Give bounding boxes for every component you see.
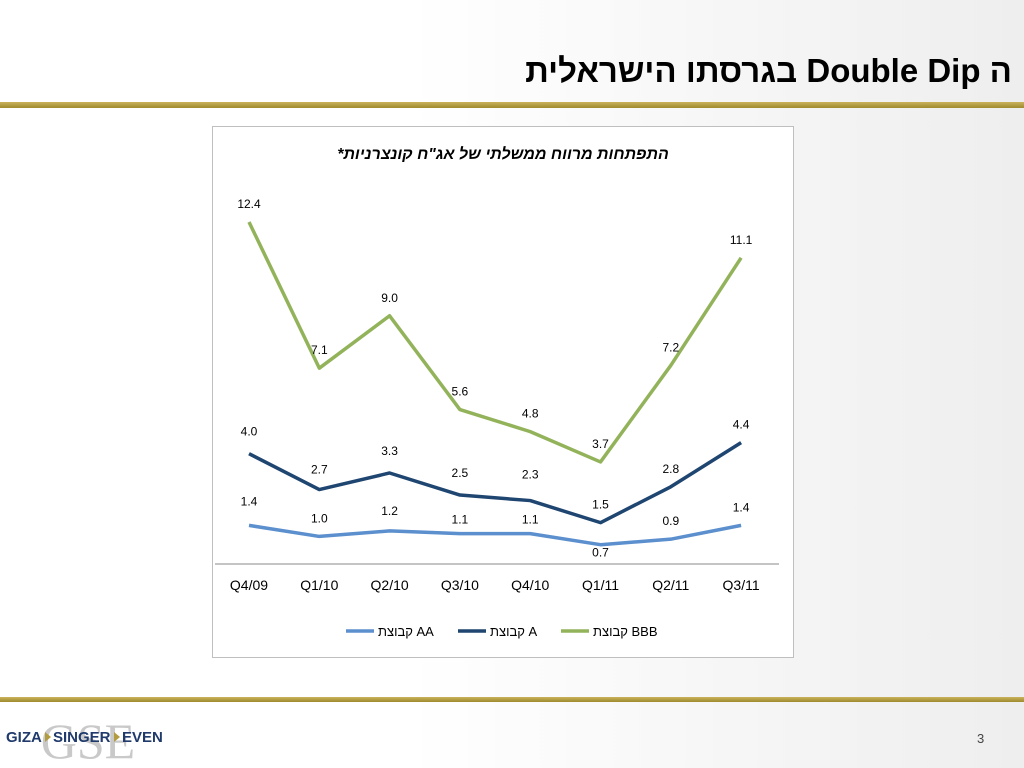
logo-arrow-icon (114, 732, 120, 742)
x-tick-labels: Q4/09 Q1/10 Q2/10 Q3/10 Q4/10 Q1/11 Q2/11 Q3/11 (230, 577, 760, 593)
logo-arrow-icon (45, 732, 51, 742)
slide-title: ה Double Dip בגרסתו הישראלית (525, 52, 1012, 89)
legend-label-a: קבוצת A (490, 624, 538, 639)
data-label-bbb: 3.7 (592, 437, 609, 451)
chart-title: התפתחות מרווח ממשלתי של אג"ח קונצרניות* (337, 145, 669, 163)
x-tick-label: Q4/10 (511, 577, 549, 593)
logo-word-even: EVEN (122, 729, 163, 746)
data-label-aa: 1.2 (381, 504, 398, 518)
x-tick-label: Q4/09 (230, 577, 268, 593)
legend-label-bbb: קבוצת BBB (593, 624, 658, 639)
data-label-bbb: 11.1 (730, 233, 753, 247)
data-label-aa: 1.4 (241, 494, 258, 508)
x-tick-label: Q2/10 (371, 577, 409, 593)
series-line-bbb (247, 221, 743, 464)
data-label-bbb: 7.1 (311, 343, 328, 357)
x-tick-label: Q2/11 (652, 577, 689, 593)
chart-frame: התפתחות מרווח ממשלתי של אג"ח קונצרניות* … (212, 126, 794, 658)
data-label-aa: 1.1 (452, 513, 469, 527)
data-label-a: 3.3 (381, 444, 398, 458)
data-label-aa: 0.9 (662, 514, 679, 528)
legend-label-aa: קבוצת AA (378, 624, 434, 639)
series-layer: 12.4 7.1 9.0 5.6 4.8 3.7 7.2 11.1 4.0 2.7 3.3 2.5 2.… (237, 197, 752, 560)
logo-word-giza: GIZA (6, 729, 42, 746)
legend: קבוצת AA קבוצת A קבוצת BBB (346, 624, 658, 639)
data-label-bbb: 4.8 (522, 407, 539, 421)
logo-monogram: GSE (41, 713, 135, 764)
data-label-aa: 1.0 (311, 511, 328, 525)
company-logo: GSE GIZA SINGER EVEN (6, 713, 163, 764)
data-label-aa: 1.1 (522, 513, 539, 527)
data-label-aa: 0.7 (592, 546, 609, 560)
series-line-a (248, 441, 743, 525)
data-label-a: 4.4 (733, 418, 750, 432)
data-label-a: 1.5 (592, 498, 609, 512)
data-label-a: 2.5 (452, 466, 469, 480)
footer-divider (0, 697, 1024, 702)
data-label-aa: 1.4 (733, 500, 750, 514)
x-tick-label: Q3/10 (441, 577, 479, 593)
data-label-a: 2.3 (522, 468, 539, 482)
data-label-a: 2.7 (311, 463, 328, 477)
data-label-bbb: 12.4 (237, 197, 261, 211)
data-label-bbb: 9.0 (381, 291, 398, 305)
logo-word-singer: SINGER (53, 729, 111, 746)
data-label-bbb: 5.6 (452, 385, 469, 399)
data-label-bbb: 7.2 (662, 340, 679, 354)
x-tick-label: Q1/11 (582, 577, 619, 593)
x-tick-label: Q1/10 (300, 577, 338, 593)
page-number: 3 (977, 731, 985, 746)
title-divider (0, 102, 1024, 108)
data-label-a: 4.0 (241, 425, 258, 439)
x-tick-label: Q3/11 (723, 577, 760, 593)
data-label-a: 2.8 (662, 462, 679, 476)
line-chart: התפתחות מרווח ממשלתי של אג"ח קונצרניות* … (215, 145, 779, 639)
series-line-aa (248, 523, 742, 547)
